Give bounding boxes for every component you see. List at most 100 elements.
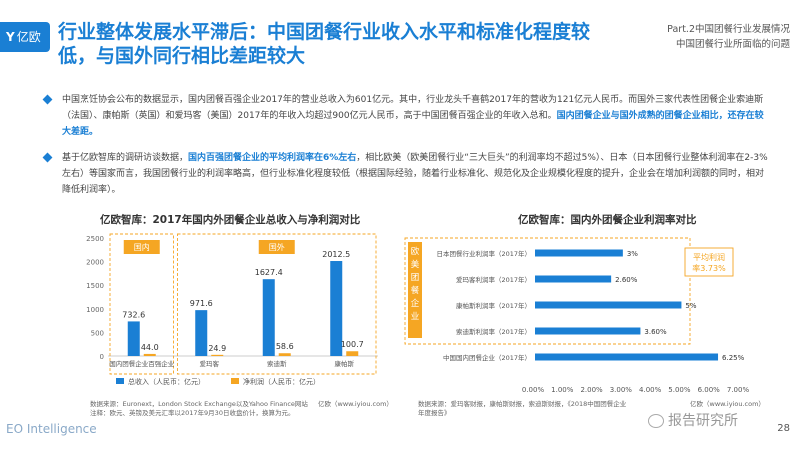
y-tick-label: 500	[91, 329, 104, 337]
y-tick-label: 0	[100, 353, 104, 361]
watermark-text: 报告研究所	[668, 413, 738, 429]
wechat-icon	[648, 414, 664, 428]
part-line-1: Part.2中国团餐行业发展情况	[667, 24, 790, 35]
group-box	[177, 233, 377, 375]
x-tick-label: 索迪斯	[267, 359, 287, 368]
data-label: 3%	[627, 250, 638, 258]
y-tick-label: 日本团餐行业利润率（2017年）	[436, 249, 531, 258]
group-label-char: 团	[411, 273, 420, 283]
x-tick-label: 6.00%	[698, 386, 721, 394]
data-label: 24.9	[208, 344, 226, 353]
y-tick-label: 1500	[86, 282, 104, 290]
x-tick-label: 5.00%	[668, 386, 691, 394]
data-label: 732.6	[122, 310, 145, 319]
chart1-brand: 亿欧（www.iyiou.com）	[318, 400, 393, 408]
legend-label: 总收入（人民币：亿元）	[128, 377, 205, 386]
bullet-2: 基于亿欧智库的调研访谈数据，国内百强团餐企业的平均利润率在6%左右，相比欧美（欧…	[42, 150, 772, 198]
group-label-char: 企	[411, 298, 420, 309]
legend-label: 净利润（人民币：亿元）	[243, 377, 320, 386]
callout-box	[684, 247, 734, 277]
page-title: 行业整体发展水平滞后：中国团餐行业收入水平和标准化程度较低，与国外同行相比差距较…	[58, 21, 591, 67]
y-tick-label: 康帕斯利润率（2017年）	[456, 301, 531, 310]
y-tick-label: 2500	[86, 235, 104, 243]
revenue-profit-chart: 0 500 1000 1500 2000 2500 国内 国外 732.6 971.6 1627.4…	[86, 233, 378, 386]
part-line-2: 中国团餐行业所面临的问题	[675, 39, 790, 50]
data-label: 1627.4	[255, 268, 283, 277]
y-tick-label: 中国国内团餐企业（2017年）	[443, 353, 531, 362]
data-label: 44.0	[141, 343, 159, 352]
watermark: 报告研究所	[648, 410, 738, 430]
x-tick-label: 3.00%	[610, 386, 633, 394]
group-label-char: 业	[411, 311, 420, 322]
section-label: Part.2中国团餐行业发展情况 中国团餐行业所面临的问题	[667, 22, 790, 52]
chart2-source: 数据来源：爱玛客财报，康帕斯财报，索迪斯财报，《2018中国团餐企业年度报告》	[418, 400, 627, 417]
group-label-bg	[123, 240, 160, 254]
group-label-char: 餐	[411, 286, 420, 296]
data-label: 2012.5	[322, 250, 350, 259]
logo-text: 亿欧	[16, 30, 41, 44]
bar	[535, 301, 682, 309]
footer-brand: EO Intelligence	[6, 422, 97, 436]
x-tick-label: 0.00%	[522, 386, 545, 394]
bar	[262, 279, 275, 356]
data-label: 6.25%	[722, 354, 745, 362]
diamond-bullet-icon	[42, 152, 53, 163]
group-box	[404, 237, 691, 345]
group-label: 国外	[269, 242, 285, 252]
bar	[330, 261, 343, 356]
x-tick-label: 7.00%	[727, 386, 750, 394]
legend-swatch	[231, 378, 239, 384]
group-box	[109, 233, 174, 375]
x-tick-label: 1.00%	[551, 386, 574, 394]
data-label: 2.60%	[615, 276, 638, 284]
x-tick-label: 爱玛客	[200, 359, 220, 368]
data-label: 58.6	[276, 342, 294, 351]
diamond-bullet-icon	[42, 94, 53, 105]
y-tick-label: 2000	[86, 259, 104, 267]
chart1-source: 数据来源：Euronext，London Stock Exchange以及Yah…	[90, 400, 308, 408]
bar	[143, 353, 156, 356]
y-tick-label: 爱玛客利润率（2017年）	[456, 275, 531, 284]
bullet-2-text-b: ，相比欧美（欧美团餐行业“三大巨头”的利润率均不超过5%）、日本（日本团餐行业整…	[62, 153, 768, 195]
bar	[127, 321, 140, 356]
logo-mark: Y	[6, 30, 15, 44]
chart1-title: 亿欧智库：2017年国内外团餐企业总收入与净利润对比	[100, 214, 361, 226]
bar	[535, 249, 623, 257]
bar	[195, 310, 208, 356]
eo-logo: Y 亿欧	[0, 22, 50, 52]
x-tick-label: 国内团餐企业百强企业	[109, 359, 175, 368]
group-label-char: 美	[411, 259, 420, 270]
chart2-brand: 亿欧（www.iyiou.com）	[690, 400, 765, 408]
bar	[346, 351, 359, 356]
group-label-char: 欧	[411, 246, 420, 257]
callout-text-2: 率3.73%	[692, 263, 726, 273]
group-label: 国内	[134, 242, 150, 252]
group-label-bg	[408, 242, 422, 338]
bar	[535, 327, 641, 335]
chart1-source-block: 数据来源：Euronext，London Stock Exchange以及Yah…	[90, 400, 310, 418]
chart2-title: 亿欧智库：国内外团餐企业利润率对比	[518, 214, 697, 226]
group-label-bg	[258, 240, 295, 254]
bullet-1: 中国烹饪协会公布的数据显示，国内团餐百强企业2017年的营业总收入为601亿元。…	[42, 92, 772, 140]
bar	[535, 275, 612, 283]
callout-text-1: 平均利润	[693, 252, 725, 262]
x-tick-label: 康帕斯	[335, 359, 355, 368]
bullet-2-highlight: 国内百强团餐企业的平均利润率在6%左右	[188, 153, 357, 163]
x-tick-label: 4.00%	[639, 386, 662, 394]
y-tick-label: 1000	[86, 306, 104, 314]
y-tick-label: 索迪斯利润率（2017年）	[456, 327, 531, 336]
x-tick-label: 2.00%	[580, 386, 603, 394]
data-label: 971.6	[190, 299, 213, 308]
data-label: 3.60%	[644, 328, 667, 336]
data-label: 100.7	[341, 340, 364, 349]
bar	[278, 353, 291, 356]
bar	[211, 354, 224, 356]
bar	[535, 353, 719, 361]
data-label: 5%	[685, 302, 696, 310]
bullet-1-highlight: 国内团餐企业与国外成熟的团餐企业相比，还存在较大差距。	[62, 111, 764, 137]
bullet-1-text: 中国烹饪协会公布的数据显示，国内团餐百强企业2017年的营业总收入为601亿元。…	[62, 95, 764, 121]
legend-swatch	[116, 378, 124, 384]
chart1-note: 注释：欧元、英镑及美元汇率以2017年9月30日收盘价计，换算为元。	[90, 409, 295, 417]
page-number: 28	[777, 423, 790, 434]
